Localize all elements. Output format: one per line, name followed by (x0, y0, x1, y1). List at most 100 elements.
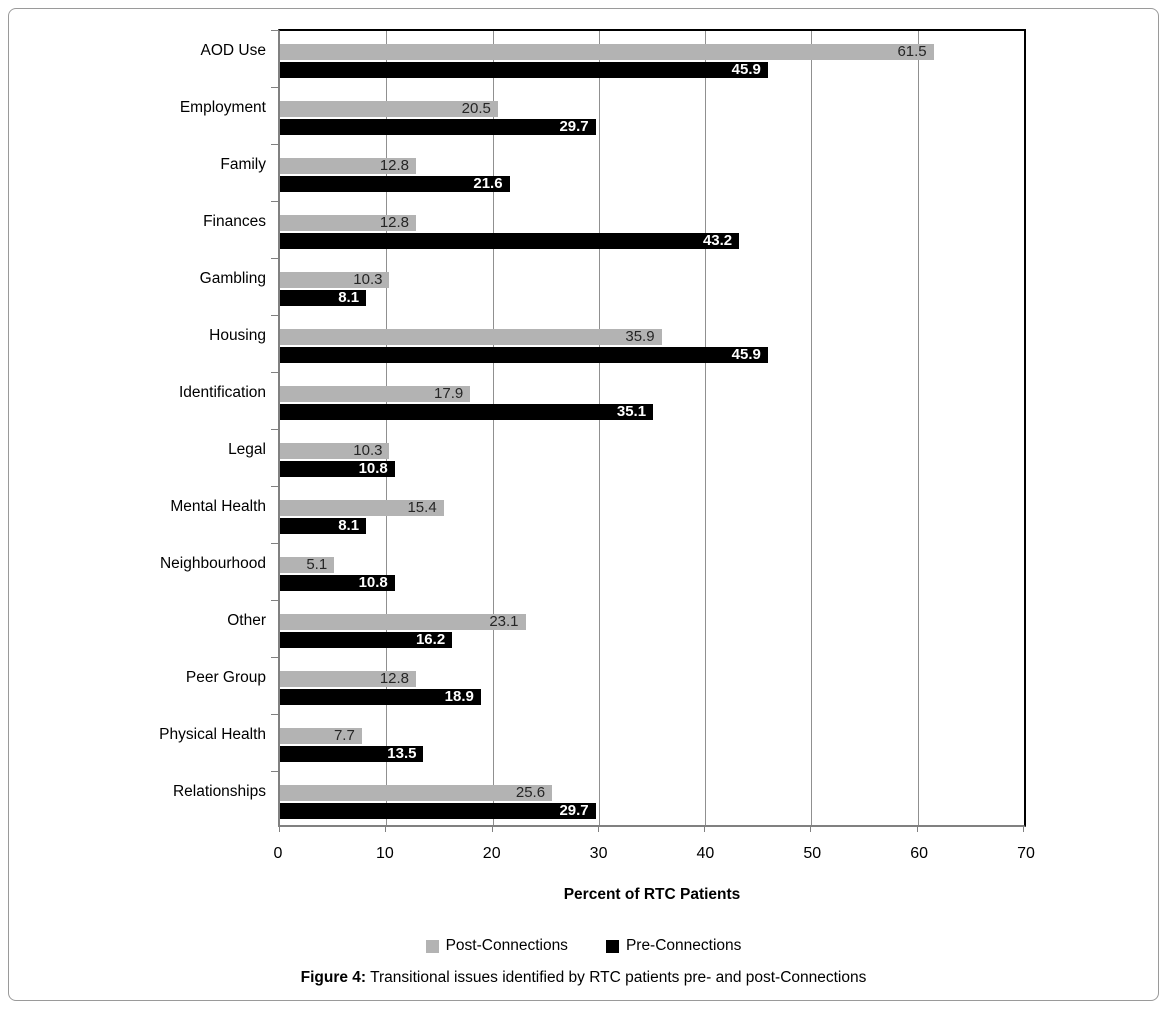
value-label: 23.1 (489, 613, 519, 630)
gridline (386, 31, 388, 825)
legend-item-post-connections: Post-Connections (425, 937, 568, 955)
x-axis-title: Percent of RTC Patients (563, 886, 741, 903)
category-band: Identification 17.9 35.1 (179, 372, 1024, 430)
category-label: AOD Use (200, 42, 266, 59)
value-label: 21.6 (473, 175, 503, 192)
value-label: 7.7 (333, 727, 355, 744)
figure-caption: Figure 4: Transitional issues identified… (9, 969, 1158, 987)
x-axis-tick-label: 10 (375, 845, 394, 862)
bar-pre-connections: 10.8 (280, 461, 395, 477)
category-band: Finances 12.8 43.2 (203, 201, 1024, 259)
legend-swatch-pre-connections (605, 939, 619, 953)
category-label: Legal (228, 441, 266, 458)
value-label: 61.5 (897, 43, 927, 60)
bar-pre-connections: 10.8 (280, 575, 395, 591)
bar-post-connections: 5.1 (280, 556, 335, 573)
x-axis-tick-mark (810, 825, 812, 832)
figure-caption-label: Figure 4: (300, 969, 367, 986)
value-label: 15.4 (407, 499, 437, 516)
legend-label-post-connections: Post-Connections (445, 937, 568, 954)
value-label: 35.9 (625, 328, 655, 345)
category-band: Peer Group 12.8 18.9 (186, 657, 1024, 715)
value-label: 10.8 (358, 574, 388, 591)
category-label: Neighbourhood (159, 555, 266, 572)
category-band: Family 12.8 21.6 (220, 144, 1024, 202)
bar-pre-connections: 45.9 (280, 62, 768, 78)
gridline (917, 31, 919, 825)
legend-label-pre-connections: Pre-Connections (625, 937, 742, 954)
x-axis-tick-mark (385, 825, 387, 832)
bar-post-connections: 10.3 (280, 271, 390, 288)
x-axis-tick-mark (916, 825, 918, 832)
value-label: 20.5 (461, 100, 491, 117)
category-label: Finances (203, 213, 266, 230)
value-label: 16.2 (415, 631, 446, 648)
value-label: 10.3 (353, 442, 383, 459)
value-label: 8.1 (338, 289, 360, 306)
value-label: 8.1 (338, 517, 360, 534)
x-axis-tick-mark (279, 825, 280, 832)
category-label: Physical Health (159, 726, 266, 743)
bar-pre-connections: 13.5 (280, 745, 424, 762)
category-label: Employment (179, 99, 266, 116)
gridline (705, 31, 707, 825)
bar-pre-connections: 29.7 (280, 119, 596, 135)
bar-post-connections: 12.8 (280, 157, 417, 174)
bar-pre-connections: 29.7 (280, 803, 596, 819)
bar-pre-connections: 16.2 (280, 631, 453, 648)
category-band: Relationships 25.6 29.7 (173, 771, 1024, 829)
gridline (492, 31, 494, 825)
category-band: Other 23.1 16.2 (227, 600, 1024, 658)
value-label: 25.6 (515, 784, 546, 801)
x-axis-tick-mark (1023, 825, 1024, 832)
x-axis-tick-label: 20 (482, 845, 501, 862)
category-band: Neighbourhood 5.1 10.8 (160, 543, 1024, 601)
figure-frame: AOD Use 61.5 45.9 Employment 20.5 29.7 Family 1… (8, 8, 1159, 1001)
category-band: Housing 35.9 45.9 (209, 315, 1024, 373)
bar-post-connections: 23.1 (280, 614, 526, 630)
value-label: 5.1 (306, 556, 328, 573)
bar-post-connections: 20.5 (280, 101, 498, 117)
value-label: 12.8 (379, 670, 410, 687)
value-label: 10.3 (353, 271, 383, 288)
bar-post-connections: 12.8 (280, 214, 417, 231)
value-label: 12.8 (379, 214, 410, 231)
value-label: 43.2 (702, 232, 733, 249)
x-axis-tick-mark (704, 825, 706, 832)
category-label: Identification (178, 384, 266, 401)
category-band: Mental Health 15.4 8.1 (170, 486, 1024, 544)
category-band: Physical Health 7.7 13.5 (159, 714, 1024, 772)
gridline (598, 31, 600, 825)
bar-pre-connections: 18.9 (280, 689, 481, 705)
x-axis-tick-label: 30 (589, 845, 608, 862)
x-axis-tick-label: 60 (910, 845, 929, 862)
value-label: 35.1 (616, 403, 647, 420)
bar-pre-connections: 8.1 (280, 289, 367, 306)
value-label: 18.9 (444, 688, 474, 705)
bar-pre-connections: 45.9 (280, 347, 768, 363)
value-label: 12.8 (379, 157, 410, 174)
category-label: Relationships (172, 783, 266, 800)
bar-post-connections: 7.7 (280, 728, 362, 744)
category-label: Other (227, 612, 266, 629)
x-axis-tick-mark (597, 825, 599, 832)
bar-pre-connections: 21.6 (280, 176, 510, 192)
category-label: Mental Health (170, 498, 266, 515)
bar-post-connections: 35.9 (280, 329, 662, 345)
x-axis-tick-mark (491, 825, 493, 832)
gridline (811, 31, 813, 825)
bar-post-connections: 12.8 (280, 670, 417, 687)
category-label: Gambling (199, 270, 266, 287)
bar-post-connections: 25.6 (280, 784, 553, 801)
figure-caption-text: Transitional issues identified by RTC pa… (370, 969, 867, 986)
x-axis-tick-labels: 0 10 20 30 40 50 60 70 (274, 845, 1035, 867)
bar-post-connections: 10.3 (280, 442, 390, 459)
category-label: Peer Group (185, 669, 266, 686)
x-axis-tick-label: 50 (803, 845, 822, 862)
bar-post-connections: 15.4 (280, 500, 444, 516)
x-axis-tick-label: 70 (1017, 845, 1035, 862)
bar-pre-connections: 43.2 (280, 232, 740, 249)
value-label: 17.9 (434, 385, 464, 402)
value-label: 13.5 (387, 745, 417, 762)
